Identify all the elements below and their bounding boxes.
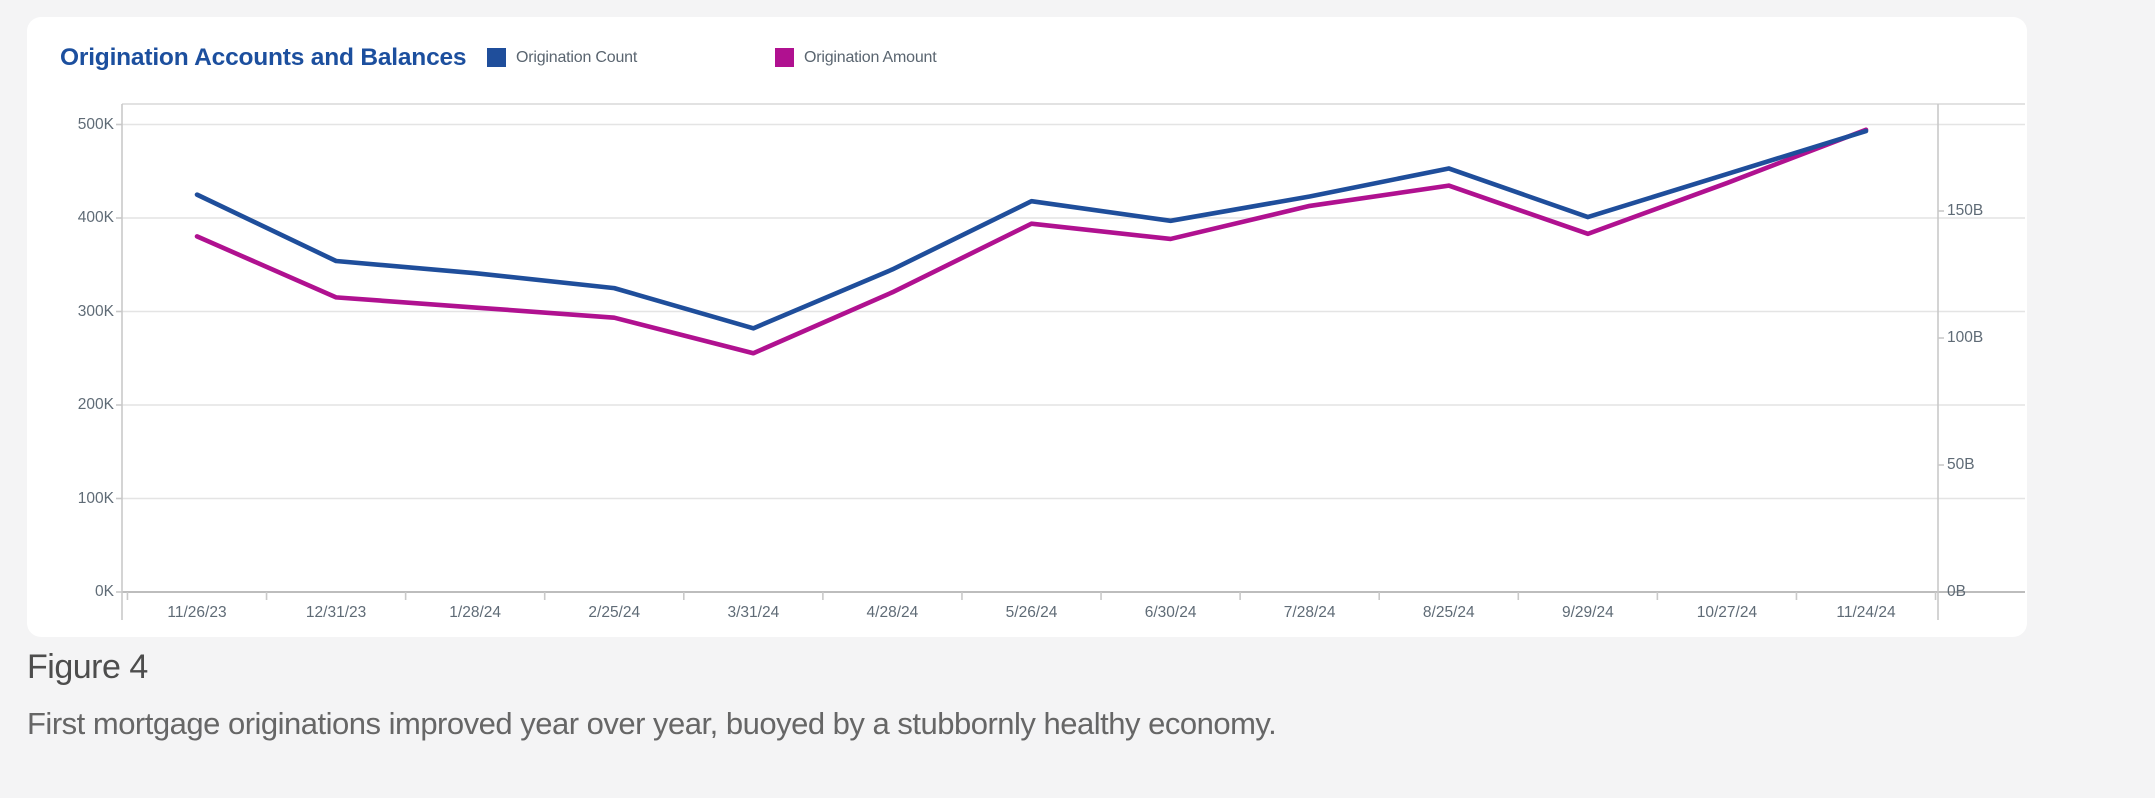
- legend-item-origination-count[interactable]: Origination Count: [487, 48, 637, 67]
- chart-title: Origination Accounts and Balances: [60, 44, 467, 71]
- x-axis-tick-label: 12/31/23: [305, 604, 367, 621]
- y-axis-tick-label-right: 50B: [1947, 456, 1975, 473]
- x-axis-tick-label: 7/28/24: [1283, 604, 1336, 621]
- x-axis-tick-label: 10/27/24: [1696, 604, 1758, 621]
- legend-label: Origination Count: [516, 48, 638, 66]
- x-axis-tick-label: 8/25/24: [1422, 604, 1475, 621]
- x-axis-tick-label: 2/25/24: [588, 604, 641, 621]
- y-axis-tick-label-left: 100K: [77, 489, 114, 507]
- y-axis-tick-label-left: 200K: [77, 396, 114, 413]
- x-axis-tick-label: 4/28/24: [866, 604, 919, 621]
- legend-label: Origination Amount: [804, 48, 937, 66]
- x-axis-tick-label: 11/26/23: [167, 604, 227, 621]
- y-axis-tick-label-left: 300K: [77, 302, 114, 320]
- legend-swatch-count-icon: [487, 48, 506, 67]
- y-axis-tick-label-right: 150B: [1947, 202, 1984, 219]
- y-axis-tick-label-left: 500K: [77, 115, 114, 133]
- y-axis-tick-label-right: 0B: [1947, 583, 1966, 600]
- x-axis-tick-label: 5/26/24: [1005, 604, 1058, 621]
- legend-swatch-amount-icon: [775, 48, 794, 67]
- x-axis-tick-label: 3/31/24: [727, 604, 780, 621]
- figure-caption: First mortgage originations improved yea…: [27, 706, 1277, 741]
- legend-item-origination-amount[interactable]: Origination Amount: [775, 48, 937, 67]
- x-axis-tick-label: 6/30/24: [1144, 604, 1197, 621]
- figure-label: Figure 4: [27, 648, 148, 686]
- chart-card: Origination Accounts and Balances Origin…: [27, 17, 2027, 637]
- x-axis-tick-label: 9/29/24: [1561, 604, 1614, 621]
- x-axis-tick-label: 1/28/24: [449, 604, 502, 621]
- y-axis-tick-label-left: 400K: [77, 209, 114, 226]
- y-axis-tick-label-left: 0K: [95, 583, 114, 600]
- y-axis-tick-label-right: 100B: [1947, 329, 1984, 346]
- x-axis-tick-label: 11/24/24: [1836, 604, 1896, 621]
